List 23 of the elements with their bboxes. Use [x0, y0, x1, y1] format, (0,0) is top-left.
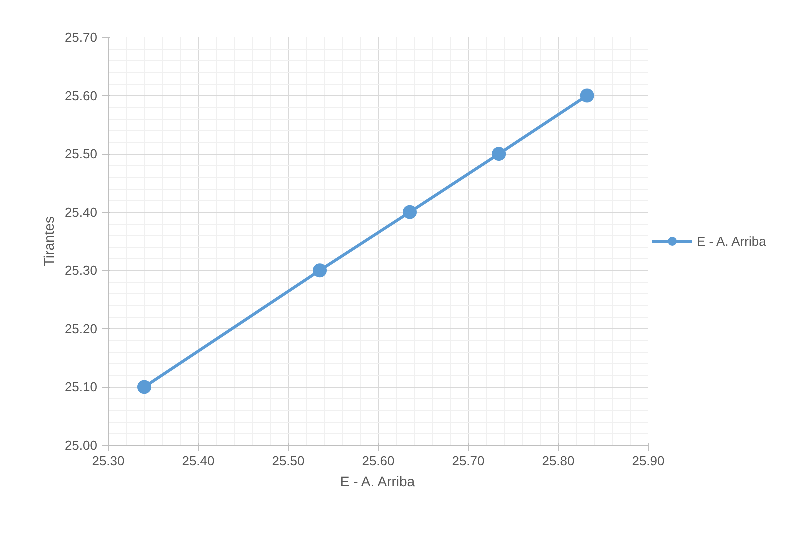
x-tick-label: 25.30	[92, 454, 125, 468]
y-tick-label: 25.30	[64, 263, 98, 278]
y-tick-label: 25.20	[64, 321, 98, 336]
y-tick-label: 25.00	[64, 438, 98, 453]
y-tick-label: 25.10	[64, 380, 98, 395]
legend-label: E - A. Arriba	[697, 234, 766, 248]
y-tick-label: 25.40	[64, 204, 98, 220]
point	[492, 147, 506, 162]
point	[403, 205, 417, 220]
y-tick-label: 25.50	[64, 146, 98, 162]
point	[138, 380, 152, 394]
x-tick-label: 25.60	[362, 454, 395, 468]
x-tick-label: 25.70	[452, 454, 485, 468]
x-axis-title: E - A. Arriba	[340, 474, 416, 490]
x-tick-label: 25.50	[272, 454, 305, 468]
point	[580, 88, 594, 103]
x-tick-label: 25.80	[542, 454, 575, 468]
x-tick-label: 25.40	[182, 454, 215, 468]
x-tick-label: 25.90	[632, 454, 665, 468]
y-tick-label: 25.70	[64, 30, 98, 45]
y-axis-title: Tirantes	[40, 216, 57, 267]
point	[313, 264, 327, 278]
y-tick-label: 25.60	[64, 88, 98, 104]
